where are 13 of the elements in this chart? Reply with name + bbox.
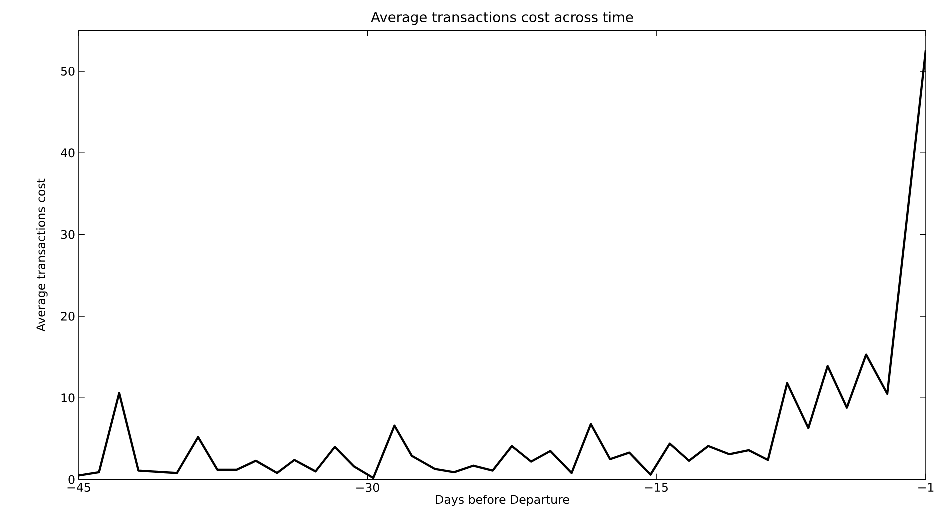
y-tick-label: 30 [61,230,75,240]
y-tick-label: 50 [61,66,75,76]
y-tick-label: 20 [61,312,75,321]
y-tick-label: 0 [68,475,75,484]
y-tick-label: 40 [61,148,75,158]
y-tick-label: 10 [62,394,75,402]
x-axis-title: Days before Departure [436,494,570,506]
x-tick-label: −15 [645,483,668,492]
chart-title: Average transactions cost across time [371,12,634,26]
x-tick-label: −1 [918,483,934,492]
x-tick-label: −45 [68,483,90,492]
y-axis-title: Average transactions cost [36,178,48,332]
x-tick-label: −30 [356,483,380,492]
